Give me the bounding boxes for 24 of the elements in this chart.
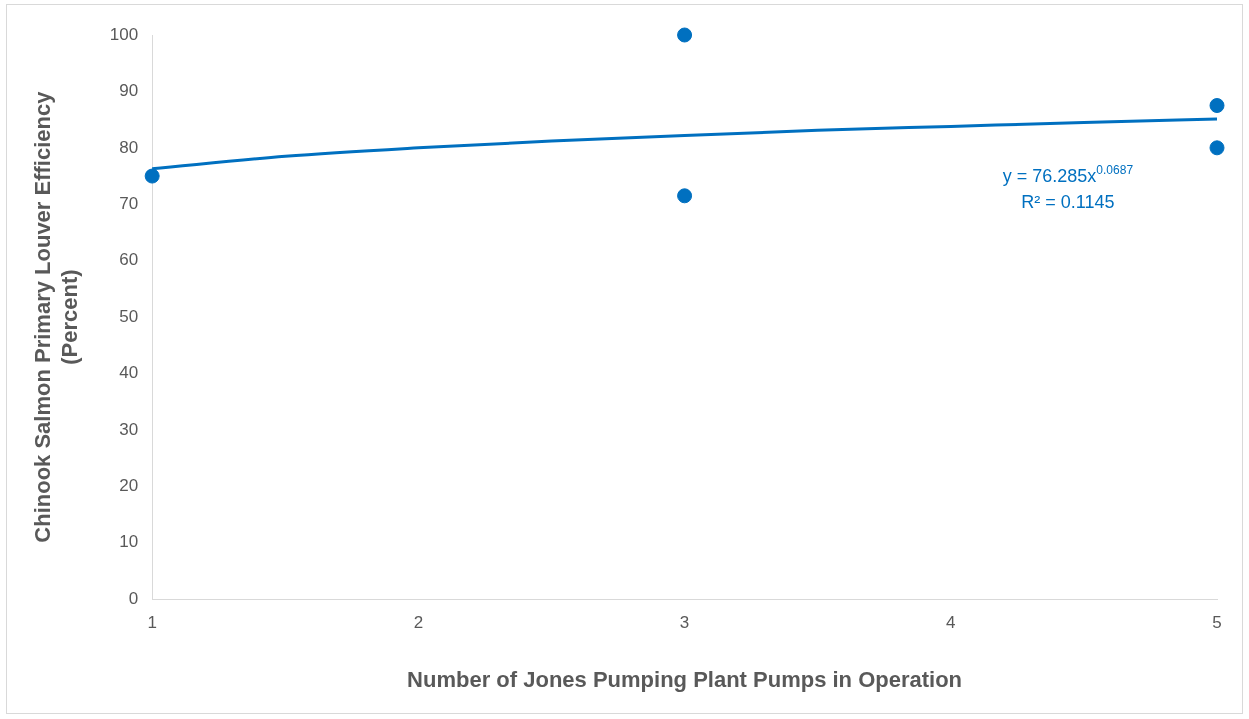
point (144, 168, 160, 184)
x-tick-label: 5 (1212, 613, 1222, 633)
point (677, 27, 693, 43)
y-tick-label: 10 (119, 532, 139, 552)
y-tick-label: 20 (119, 476, 139, 496)
x-axis-title: Number of Jones Pumping Plant Pumps in Operation (407, 666, 963, 692)
point (1209, 140, 1225, 156)
x-tick-label: 2 (413, 613, 424, 633)
y-tick-label: 40 (119, 363, 139, 383)
y-tick-label: 60 (119, 250, 139, 270)
x-tick-label: 3 (679, 613, 690, 633)
y-axis-title: Chinook Salmon Primary Louver Efficiency (Percent) (30, 90, 82, 543)
y-tick-label: 30 (119, 419, 139, 439)
point (677, 188, 693, 204)
y-tick-label: 90 (119, 81, 139, 101)
x-tick-label: 4 (946, 613, 956, 633)
y-tick-label: 70 (119, 193, 139, 213)
y-tick-label: 0 (128, 588, 139, 608)
y-tick-label: 100 (109, 24, 139, 44)
y-tick-label: 50 (119, 306, 139, 326)
annotation: R² = 0.1145 (1021, 191, 1115, 212)
y-tick-label: 80 (119, 137, 139, 157)
point (1209, 98, 1225, 114)
x-tick-label: 1 (147, 613, 157, 633)
